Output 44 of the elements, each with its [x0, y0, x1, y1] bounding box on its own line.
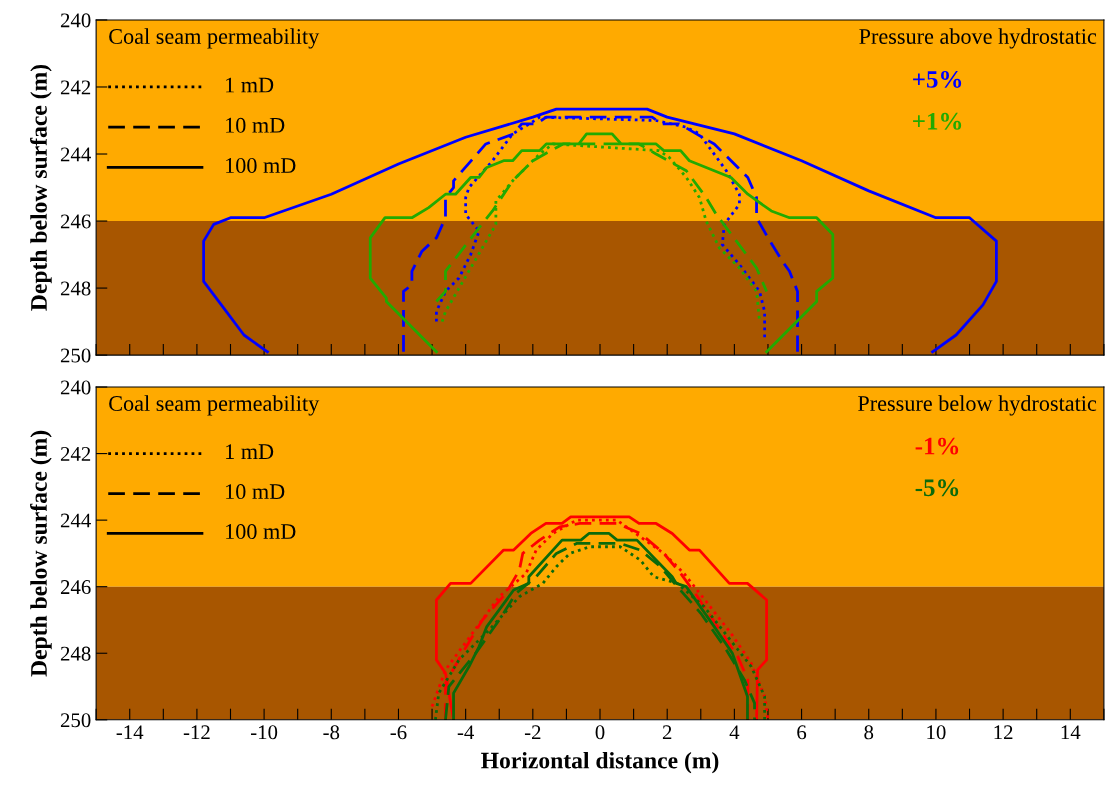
x-tick-label: 4 — [729, 725, 740, 740]
x-tick-label: -6 — [390, 725, 407, 740]
x-tick-label: -4 — [457, 725, 474, 740]
annotation: Coal seam permeability — [109, 28, 320, 49]
x-tick-label: 2 — [662, 725, 672, 740]
x-tick-label: -8 — [323, 725, 340, 740]
y-tick-label: 248 — [60, 646, 91, 661]
annotation: +5% — [913, 70, 962, 88]
y-tick-label: 244 — [60, 513, 91, 528]
x-tick-label: -2 — [524, 725, 541, 740]
annotation: -5% — [915, 479, 959, 497]
annotation: +1% — [913, 112, 962, 130]
y-tick-label: 246 — [60, 580, 91, 595]
annotation: Pressure above hydrostatic — [859, 28, 1097, 49]
x-tick-label: 12 — [994, 725, 1013, 740]
x-tick-label: 14 — [1061, 725, 1081, 740]
y-tick-label: 248 — [60, 281, 91, 296]
y-tick-label: 244 — [60, 147, 91, 162]
annotation: Coal seam permeability — [109, 395, 320, 416]
x-tick-label: 0 — [595, 725, 605, 740]
x-tick-label: -12 — [183, 725, 210, 740]
y-axis-title: Depth below surface (m) — [30, 64, 52, 311]
y-tick-label: 250 — [60, 348, 91, 363]
annotation: 100 mD — [226, 157, 296, 173]
annotation: 10 mD — [226, 117, 285, 133]
y-tick-label: 240 — [60, 13, 91, 28]
y-tick-label: 242 — [60, 447, 91, 461]
x-tick-label: 10 — [927, 725, 946, 740]
y-tick-label: 246 — [60, 214, 91, 229]
annotation: -1% — [915, 437, 959, 455]
x-tick-label: 6 — [797, 725, 807, 740]
y-axis-title: Depth below surface (m) — [30, 430, 52, 677]
annotation: 1 mD — [226, 444, 274, 459]
annotation: 10 mD — [226, 484, 285, 500]
y-tick-label: 242 — [60, 80, 91, 95]
annotation: 100 mD — [226, 524, 296, 540]
x-tick-label: -14 — [116, 725, 144, 740]
x-tick-label: 8 — [864, 725, 874, 740]
annotation: Pressure below hydrostatic — [858, 395, 1097, 416]
annotation: 1 mD — [226, 77, 274, 93]
x-tick-label: -10 — [250, 725, 278, 740]
y-tick-label: 250 — [60, 713, 91, 728]
x-axis-title: Horizontal distance (m) — [481, 751, 719, 774]
y-tick-label: 240 — [60, 380, 91, 395]
